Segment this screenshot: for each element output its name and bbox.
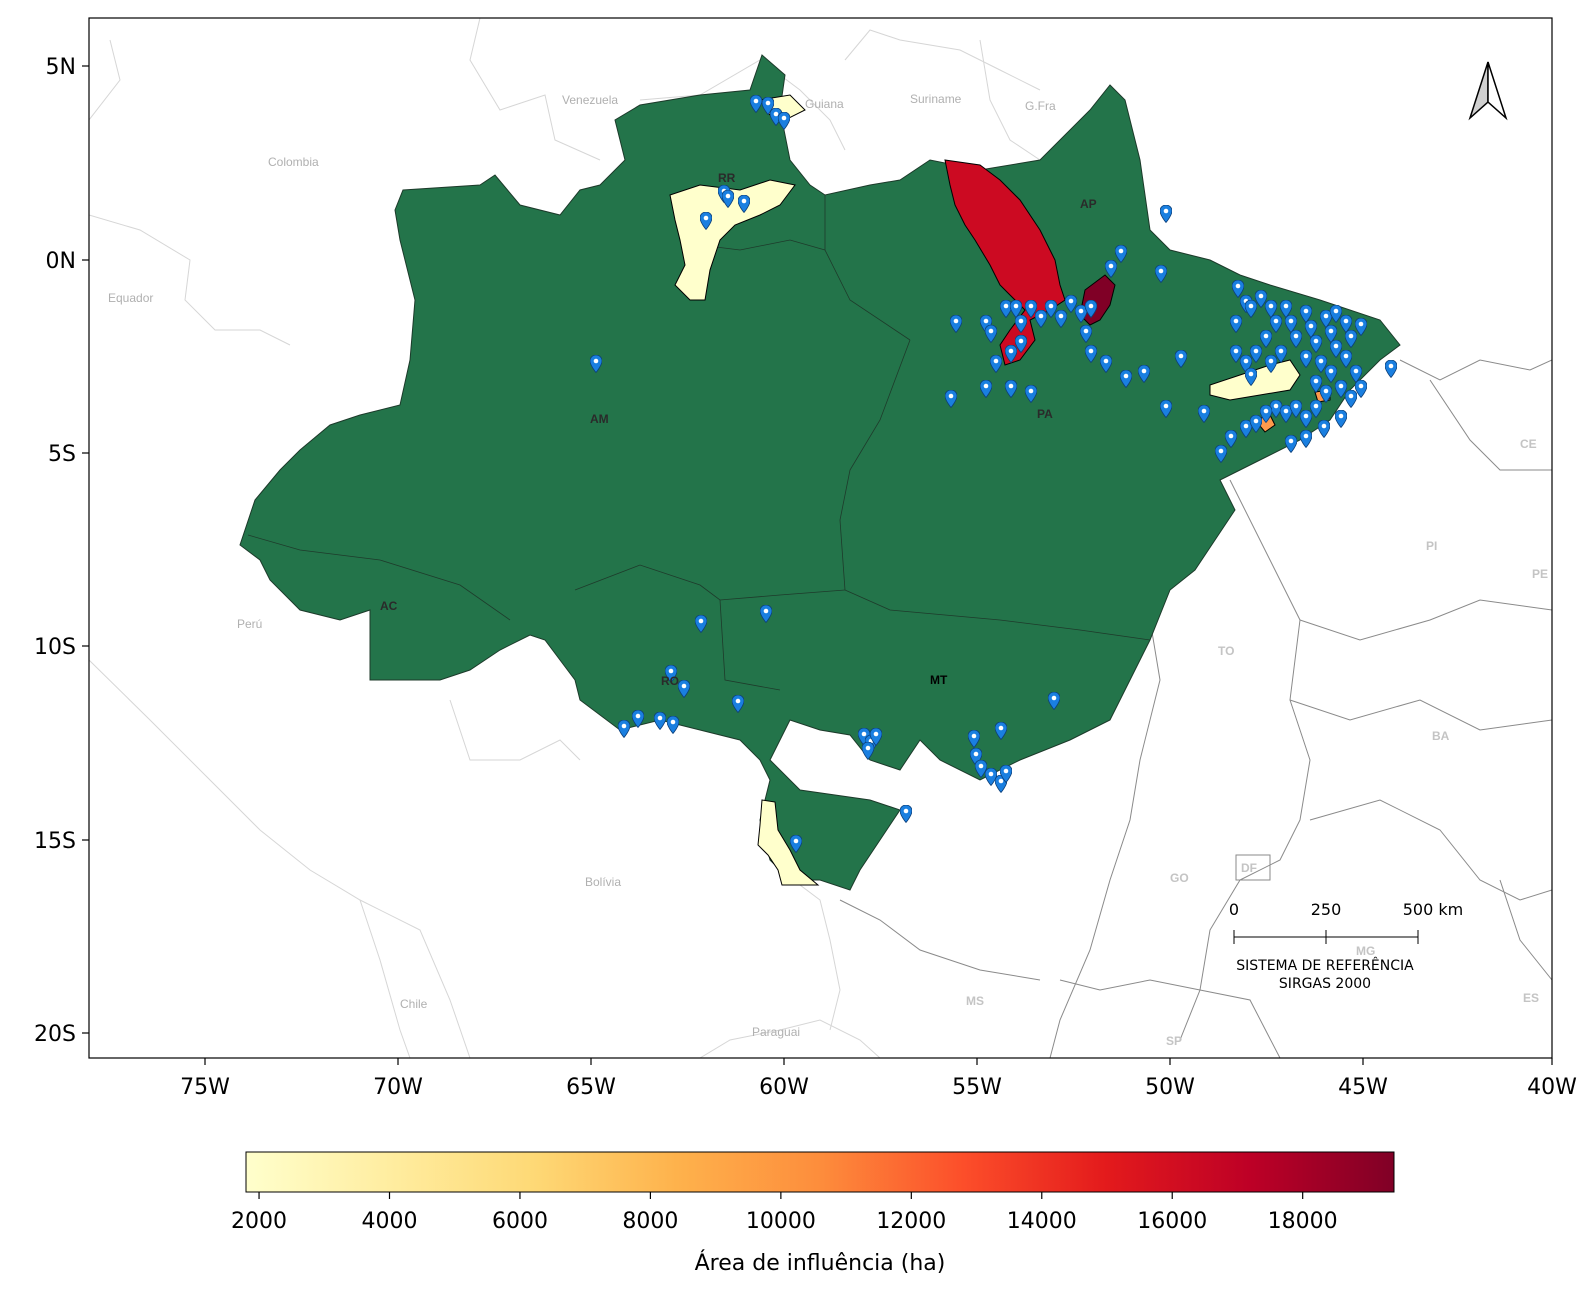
lon-tick-label: 70W [373, 1075, 423, 1100]
state-label: SP [1166, 1034, 1182, 1048]
colorbar-label: Área de influência (ha) [695, 1250, 946, 1276]
colorbar-tick-label: 16000 [1137, 1209, 1207, 1234]
lat-tick-label: 5N [46, 55, 76, 80]
state-label: BA [1432, 729, 1450, 743]
region-state-labels: AP PA AM AC RR RO MT [380, 171, 1097, 688]
lon-tick-label: 45W [1338, 1075, 1388, 1100]
state-borders [839, 359, 1552, 1058]
state-label: PI [1426, 539, 1437, 553]
lon-tick-label: 55W [952, 1075, 1002, 1100]
lat-tick-label: 15S [34, 829, 76, 854]
lon-tick-label: 75W [180, 1075, 230, 1100]
reference-system-line2: SIRGAS 2000 [1279, 976, 1371, 992]
reference-system-line1: SISTEMA DE REFERÊNCIA [1236, 956, 1414, 974]
colorbar-gradient [245, 1151, 1395, 1193]
state-label: ES [1523, 991, 1539, 1005]
state-label: RR [718, 171, 736, 185]
country-label: Paraguai [752, 1025, 800, 1039]
outside-state-labels: CE PI PE TO BA GO DF MG MS SP ES [966, 437, 1548, 1048]
country-label: Guiana [805, 97, 844, 111]
state-label: TO [1218, 644, 1234, 658]
colorbar-tick-label: 18000 [1268, 1209, 1338, 1234]
state-label: MT [930, 673, 948, 687]
state-label: GO [1170, 871, 1189, 885]
country-label: Colombia [268, 155, 319, 169]
area-rr-south [669, 179, 796, 301]
country-label: Equador [108, 291, 153, 305]
state-label: AP [1080, 197, 1097, 211]
country-label: Bolívia [585, 875, 621, 889]
colorbar-tick-label: 8000 [622, 1209, 678, 1234]
area-mt-south [757, 799, 820, 886]
longitude-axis: 75W 70W 65W 60W 55W 50W 45W 40W [180, 1058, 1577, 1100]
internal-boundaries [247, 195, 1151, 691]
lon-tick-label: 40W [1527, 1075, 1577, 1100]
country-label: Perú [237, 617, 262, 631]
colorbar-tick-label: 10000 [746, 1209, 816, 1234]
state-label: CE [1520, 437, 1537, 451]
colorbar: 2000 4000 6000 8000 10000 12000 14000 16000 1800… [231, 1151, 1395, 1276]
country-label: G.Fra [1025, 99, 1056, 113]
lon-tick-label: 50W [1145, 1075, 1195, 1100]
state-label: PA [1037, 407, 1053, 421]
colorbar-tick-label: 12000 [876, 1209, 946, 1234]
colorbar-tick-label: 4000 [362, 1209, 418, 1234]
country-label: Suriname [910, 92, 962, 106]
lat-tick-label: 20S [34, 1022, 76, 1047]
lon-tick-label: 65W [566, 1075, 616, 1100]
colorbar-tick-label: 14000 [1007, 1209, 1077, 1234]
colorbar-tick-label: 6000 [492, 1209, 548, 1234]
state-label: MS [966, 994, 984, 1008]
scale-label-0: 0 [1229, 900, 1239, 919]
map-area: Venezuela Guiana Suriname G.Fra Colombia… [89, 18, 1552, 1058]
scale-bar: 0 250 500 km SISTEMA DE REFERÊNCIA SIRGA… [1229, 900, 1463, 992]
state-label: AM [590, 412, 609, 426]
scale-label-250: 250 [1311, 900, 1342, 919]
country-labels: Venezuela Guiana Suriname G.Fra Colombia… [108, 92, 1056, 1039]
state-label: PE [1532, 567, 1548, 581]
state-label: MG [1356, 944, 1375, 958]
country-label: Chile [400, 997, 428, 1011]
lat-tick-label: 0N [46, 249, 76, 274]
north-arrow-icon [1468, 61, 1508, 121]
colorbar-tick-label: 2000 [231, 1209, 287, 1234]
lat-tick-label: 5S [48, 442, 76, 467]
colorbar-ticks: 2000 4000 6000 8000 10000 12000 14000 16000 1800… [231, 1192, 1338, 1234]
lat-tick-label: 10S [34, 635, 76, 660]
state-label: DF [1241, 861, 1257, 875]
map-frame [88, 17, 1553, 1059]
lon-tick-label: 60W [759, 1075, 809, 1100]
scale-label-500: 500 km [1403, 900, 1463, 919]
state-label: AC [380, 599, 398, 613]
state-label: RO [661, 674, 679, 688]
latitude-axis: 5N 0N 5S 10S 15S 20S [34, 55, 89, 1047]
country-label: Venezuela [562, 93, 618, 107]
